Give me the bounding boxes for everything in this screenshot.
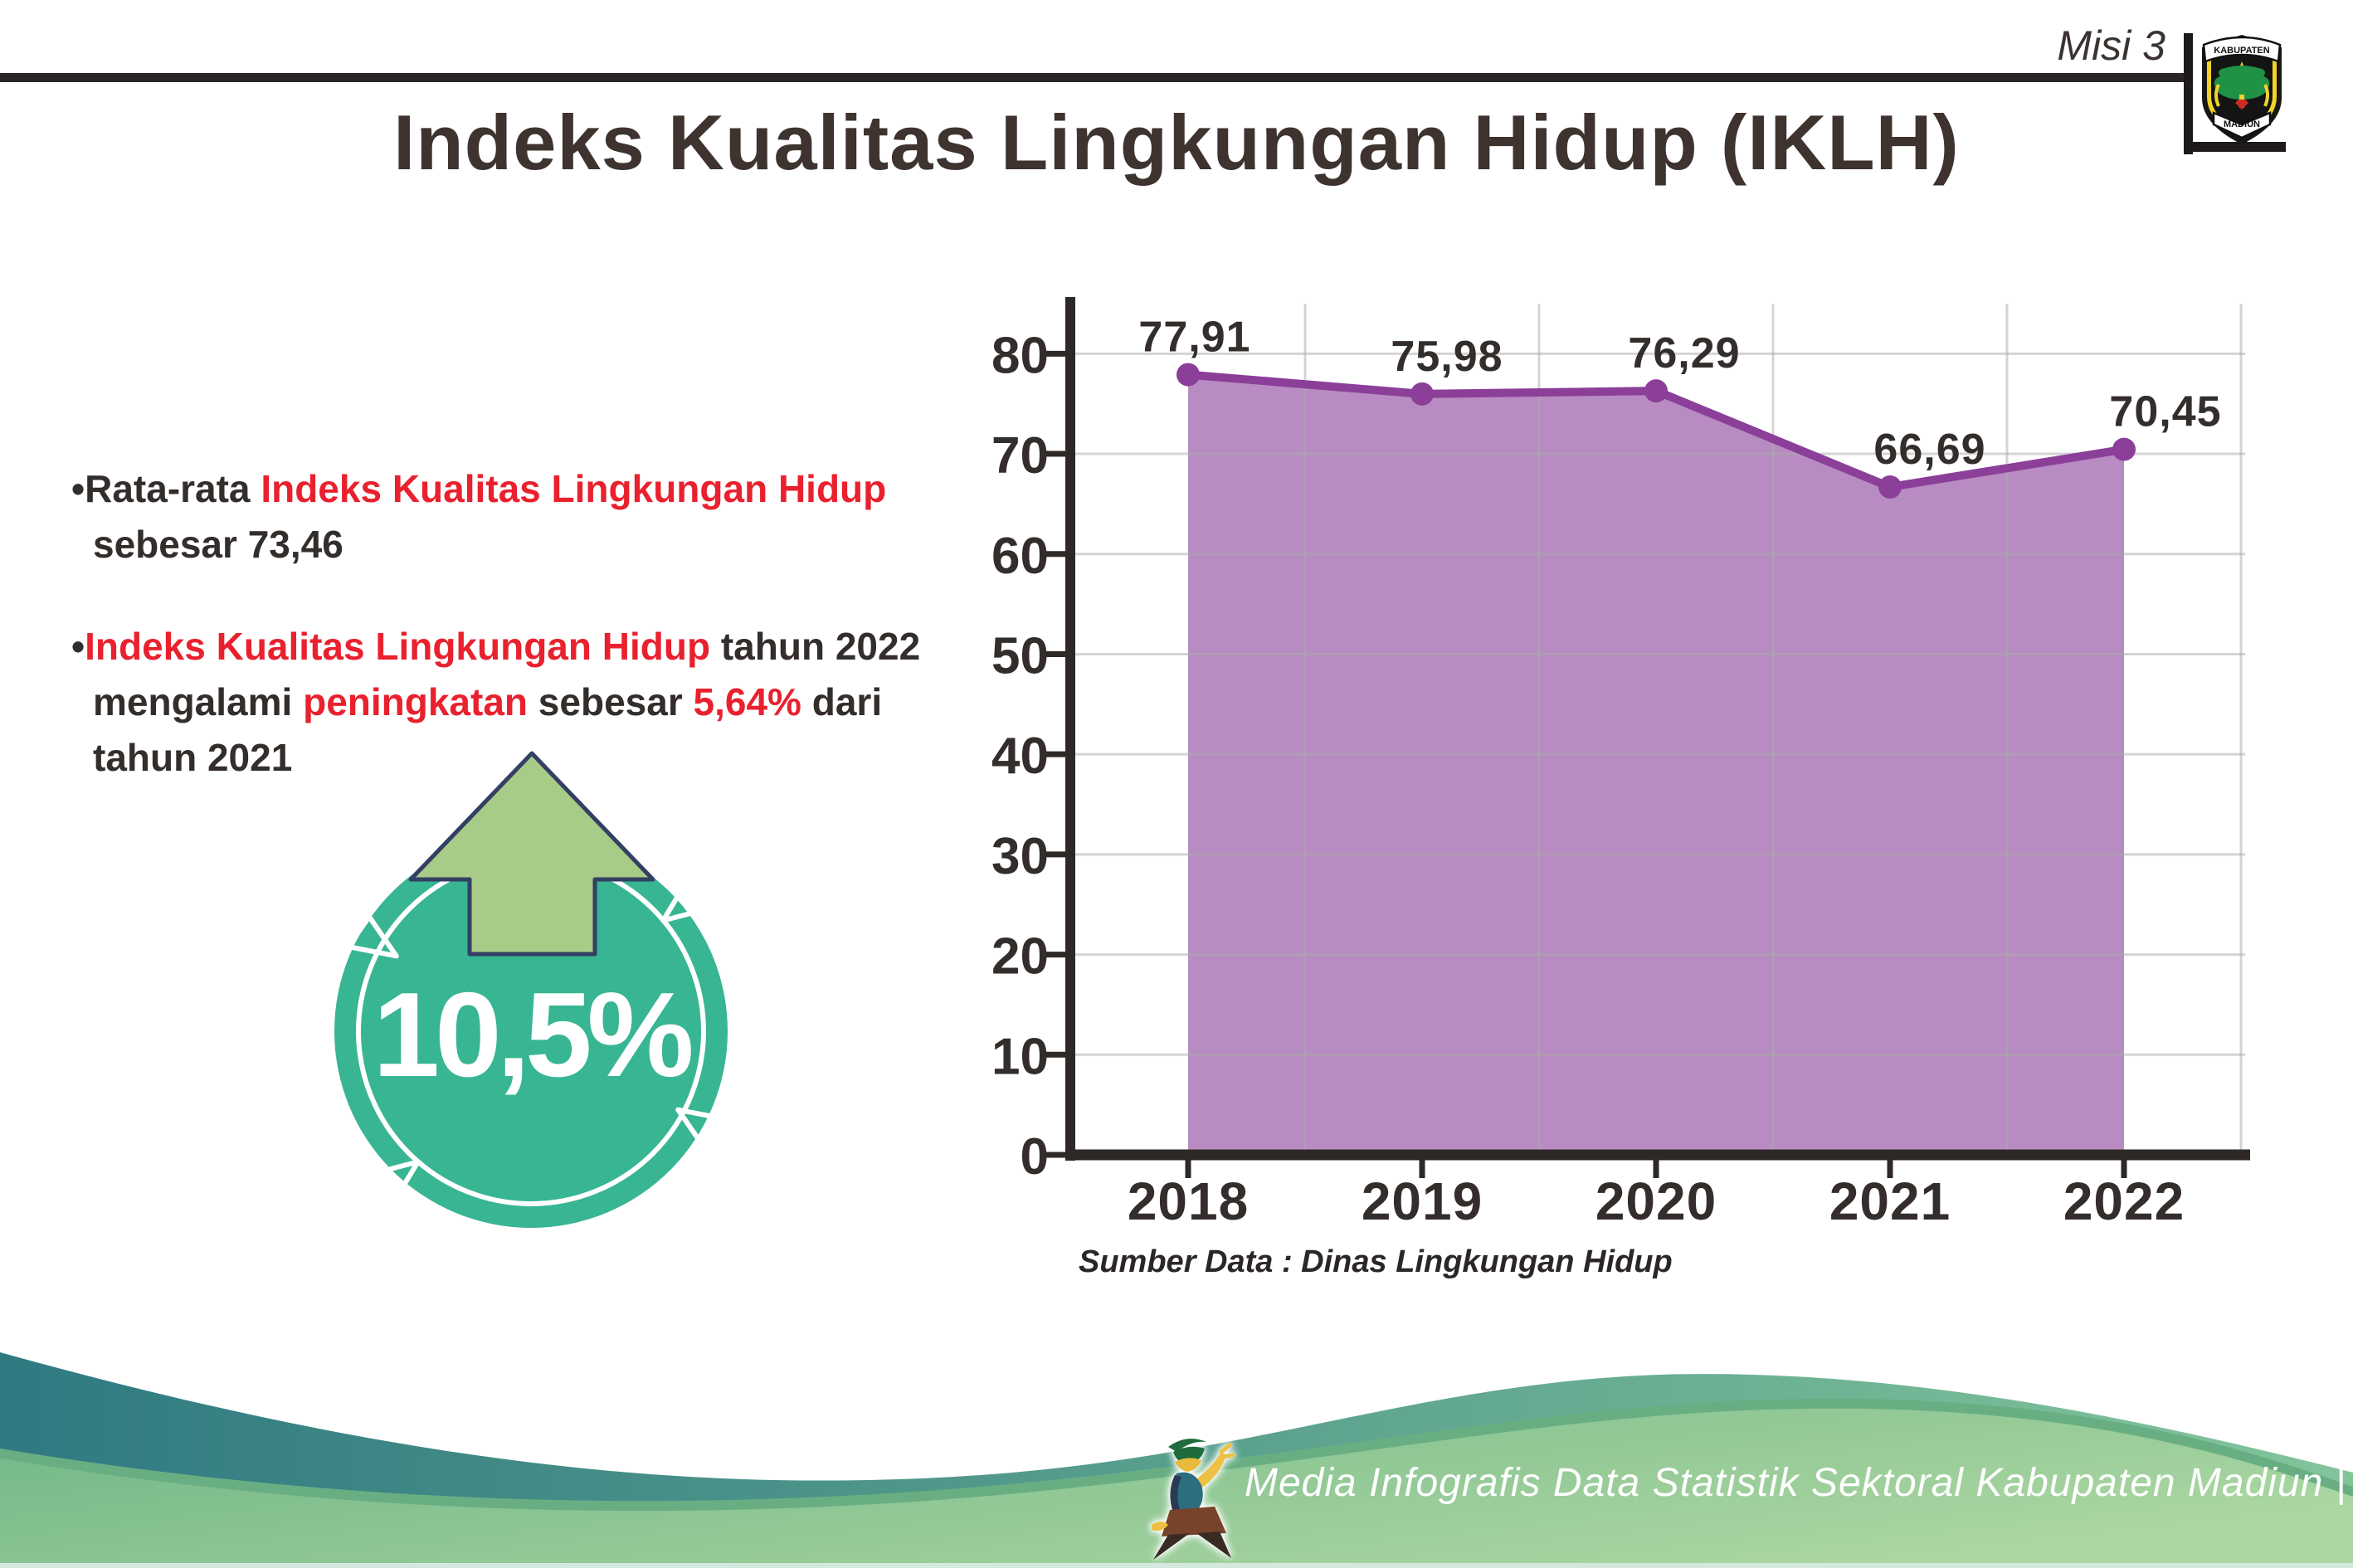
data-point-marker	[1176, 363, 1200, 387]
iklh-area-chart: 0 10 20 30 40 50 60 70 80 2018 2019 2020 2021 2022 77,…	[991, 297, 2250, 1231]
b2-highlight-3: 5,64%	[693, 680, 801, 723]
up-arrow-icon	[408, 751, 655, 957]
y-tick-label: 10	[991, 1028, 1049, 1085]
spark-triangle-icon	[660, 875, 712, 923]
bullet-item-1: •Rata-rata Indeks Kualitas Lingkungan Hi…	[71, 461, 1017, 572]
b2-highlight-2: peningkatan	[303, 680, 529, 723]
increase-badge: 10,5%	[334, 751, 729, 1228]
kabupaten-madiun-logo-icon: KABUPATEN MADIUN	[2202, 35, 2282, 144]
bullet-item-2: •Indeks Kualitas Lingkungan Hidup tahun …	[71, 619, 1017, 786]
mascot-hand	[1219, 1443, 1235, 1459]
bullet-list: •Rata-rata Indeks Kualitas Lingkungan Hi…	[71, 461, 1017, 786]
data-point-marker	[1410, 382, 1434, 406]
bullet-dot: •	[71, 625, 85, 668]
b1-highlight: Indeks Kualitas Lingkungan Hidup	[261, 467, 887, 510]
mascot-torso	[1173, 1472, 1203, 1513]
logo-frame-line	[2184, 33, 2193, 154]
x-tick-label: 2021	[1829, 1171, 1951, 1231]
dancer-mascot-icon	[1152, 1439, 1235, 1560]
y-tick-label: 70	[991, 427, 1049, 485]
data-point-label: 75,98	[1391, 333, 1503, 381]
x-tick-label: 2019	[1362, 1171, 1483, 1231]
spark-triangle-icon	[345, 914, 399, 959]
mascot-arm	[1195, 1452, 1226, 1488]
crest-wings-icon	[2214, 84, 2269, 107]
b2-text-5: tahun 2021	[93, 736, 293, 779]
y-tick-label: 20	[991, 928, 1049, 986]
data-point-label: 76,29	[1628, 329, 1740, 377]
header-rule	[0, 73, 2189, 82]
mascot-leg-right	[1196, 1531, 1231, 1558]
b2-text-3: sebesar	[528, 680, 694, 723]
x-tick-label: 2020	[1595, 1171, 1717, 1231]
badge-sparks	[345, 875, 729, 1207]
data-point-marker	[1878, 475, 1902, 499]
crest-top-banner	[2202, 36, 2282, 63]
badge-value: 10,5%	[373, 967, 691, 1102]
bottom-strip	[0, 1563, 2353, 1568]
y-tick-label: 60	[991, 528, 1049, 585]
bullet-dot: •	[71, 467, 85, 510]
y-tick-label: 40	[991, 728, 1049, 785]
spark-triangle-icon	[369, 1159, 421, 1207]
data-point-label: 77,91	[1138, 314, 1250, 362]
b2-highlight-1: Indeks Kualitas Lingkungan Hidup	[85, 625, 711, 668]
x-tick-label: 2022	[2063, 1171, 2185, 1231]
crest-bottom-banner	[2212, 111, 2272, 139]
logo-frame-shadow	[2193, 142, 2286, 152]
b1-text-2: sebesar 73,46	[93, 523, 343, 566]
mascot-face	[1175, 1458, 1201, 1472]
crest-ribbon	[2235, 100, 2248, 110]
badge-circle	[334, 835, 728, 1228]
footer-caption: Media Infografis Data Statistik Sektoral…	[1245, 1461, 2347, 1505]
y-tick-label: 80	[991, 327, 1049, 384]
chart-source: Sumber Data : Dinas Lingkungan Hidup	[1079, 1244, 1673, 1279]
data-point-label: 66,69	[1873, 426, 1985, 474]
page-title: Indeks Kualitas Lingkungan Hidup (IKLH)	[393, 99, 1960, 186]
b2-text-1: tahun 2022	[710, 625, 921, 668]
misi-label: Misi 3	[2057, 22, 2165, 69]
y-tick-label: 30	[991, 828, 1049, 885]
crest-top-text: KABUPATEN	[2214, 46, 2269, 56]
b2-text-2: mengalami	[93, 680, 304, 723]
data-point-marker	[1644, 379, 1668, 403]
mascot-slipper	[1152, 1522, 1168, 1531]
mascot-sash	[1170, 1475, 1181, 1513]
data-point-marker	[2112, 437, 2136, 461]
y-tick-label: 0	[1021, 1128, 1049, 1186]
mascot-hat	[1168, 1439, 1206, 1452]
mascot-leg-left	[1153, 1533, 1190, 1560]
spark-triangle-icon	[675, 1107, 729, 1152]
chart-area-fill	[1188, 374, 2124, 1156]
data-point-label: 70,45	[2109, 388, 2221, 436]
crest-tree	[2214, 66, 2270, 100]
b1-text-1: Rata-rata	[85, 467, 261, 510]
b2-text-4: dari	[801, 680, 883, 723]
crest-bottom-text: MADIUN	[2224, 119, 2260, 129]
mascot-skirt	[1162, 1507, 1226, 1536]
y-tick-label: 50	[991, 627, 1049, 684]
x-tick-label: 2018	[1128, 1171, 1249, 1231]
